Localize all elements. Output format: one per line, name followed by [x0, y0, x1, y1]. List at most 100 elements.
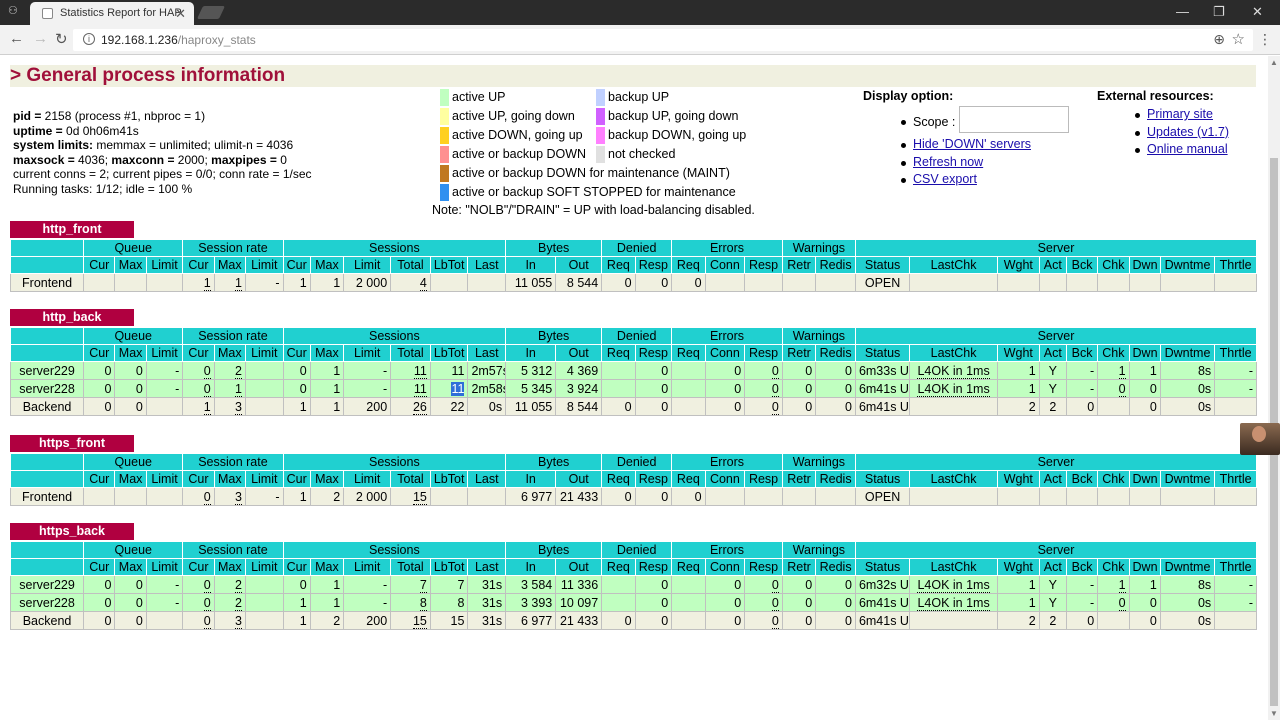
online-manual-link[interactable]: Online manual	[1147, 142, 1228, 157]
cell-value: -	[275, 489, 280, 504]
group-header: Session rate	[182, 327, 284, 345]
column-header: Cur	[182, 470, 215, 488]
cell-value: OPEN	[864, 489, 901, 504]
group-header: Bytes	[505, 453, 603, 471]
scroll-up-icon[interactable]: ▲	[1270, 58, 1278, 67]
cell-value: Y	[1048, 577, 1057, 592]
table-cell	[1097, 397, 1130, 416]
back-icon[interactable]: ←	[9, 30, 24, 47]
legend-label: active UP, going down	[452, 109, 575, 123]
proxy-title-http-back[interactable]: http_back	[10, 309, 134, 326]
minimize-icon[interactable]: —	[1176, 4, 1189, 19]
cell-value: 0	[104, 613, 112, 628]
forward-icon[interactable]: →	[33, 30, 48, 47]
cell-value: 0	[624, 275, 632, 290]
cell-value: 0	[661, 613, 669, 628]
column-header: Thrtle	[1214, 344, 1258, 362]
table-cell	[1214, 487, 1258, 506]
hide-down-servers-link[interactable]: Hide 'DOWN' servers	[913, 137, 1031, 151]
reload-icon[interactable]: ↻	[55, 31, 68, 48]
row-name[interactable]: Frontend	[9, 487, 85, 506]
table-cell: 1	[282, 593, 311, 612]
proxy-title-https-front[interactable]: https_front	[10, 435, 134, 452]
close-tab-icon[interactable]: ✕	[175, 6, 186, 21]
bookmark-star-icon[interactable]: ☆	[1231, 31, 1245, 48]
table-cell	[1097, 487, 1130, 506]
row-name[interactable]: server228	[9, 379, 85, 398]
table-cell: 0	[815, 575, 856, 594]
column-header: Max	[213, 256, 246, 274]
scope-input[interactable]	[959, 106, 1069, 133]
column-header: Limit	[343, 558, 392, 576]
table-cell: 6m33s UP	[854, 361, 911, 380]
cell-value: 0	[734, 363, 742, 378]
conns-info: current conns = 2; current pipes = 0/0; …	[13, 167, 312, 182]
table-cell: 0	[704, 611, 746, 630]
column-header: Total	[390, 344, 431, 362]
column-header: Act	[1038, 470, 1067, 488]
table-cell: 0	[1097, 379, 1130, 398]
legend-label: backup UP, going down	[608, 109, 739, 123]
table-row: Frontend 1 1 - 1 1 2 000 4 11 055 8 544 0 0 0 OPEN	[9, 273, 1258, 292]
cell-value: 0	[135, 381, 143, 396]
browser-tab[interactable]: Statistics Report for HAP ✕	[30, 2, 194, 25]
refresh-now-link[interactable]: Refresh now	[913, 154, 984, 169]
cell-value: 0	[203, 577, 211, 593]
window-menu-icon[interactable]: ⚇	[8, 5, 18, 17]
cell-value: 15	[450, 613, 465, 628]
column-header: Resp	[634, 470, 673, 488]
column-header: Resp	[634, 256, 673, 274]
legend-swatch	[596, 127, 605, 144]
group-header: Session rate	[182, 541, 284, 559]
close-window-icon[interactable]: ✕	[1252, 4, 1263, 19]
cell-value: 0s	[1197, 595, 1212, 610]
column-header: Bck	[1065, 344, 1099, 362]
scroll-down-icon[interactable]: ▼	[1270, 709, 1278, 718]
table-cell	[1214, 273, 1258, 292]
csv-export-link[interactable]: CSV export	[913, 172, 977, 187]
table-cell: 0	[704, 379, 746, 398]
vertical-scrollbar[interactable]: ▲ ▼	[1268, 56, 1280, 720]
zoom-icon[interactable]: ⊕	[1213, 31, 1225, 47]
row-name[interactable]: server228	[9, 593, 85, 612]
table-cell: 1	[309, 361, 345, 380]
cell-value: 0	[694, 489, 702, 504]
maximize-icon[interactable]: ❐	[1213, 4, 1225, 19]
row-name[interactable]: server229	[9, 575, 85, 594]
cell-value: 1	[1149, 577, 1157, 592]
cell-value: 11	[451, 363, 465, 378]
tasks-info: Running tasks: 1/12; idle = 100 %	[13, 181, 193, 196]
table-cell: 10 097	[555, 593, 603, 612]
column-header: LbTot	[429, 470, 469, 488]
url-input[interactable]: i 192.168.1.236/haproxy_stats ⊕ ☆	[73, 29, 1253, 51]
table-cell	[1038, 487, 1067, 506]
updates-link[interactable]: Updates (v1.7)	[1147, 124, 1229, 139]
group-header: Sessions	[282, 541, 507, 559]
column-header	[9, 558, 85, 576]
proxy-title-http-front[interactable]: http_front	[10, 221, 134, 238]
row-name[interactable]: server229	[9, 361, 85, 380]
table-cell: -	[1065, 361, 1099, 380]
row-name[interactable]: Frontend	[9, 273, 85, 292]
info-icon[interactable]: i	[83, 33, 95, 45]
table-cell	[671, 575, 706, 594]
column-header: Dwntme	[1159, 344, 1216, 362]
table-cell: 0	[114, 593, 147, 612]
cell-value: 2	[1028, 399, 1036, 414]
browser-menu-icon[interactable]: ⋮	[1258, 31, 1272, 47]
row-name[interactable]: Backend	[9, 397, 85, 416]
cell-value: 1	[333, 595, 341, 610]
table-cell: 5 345	[505, 379, 557, 398]
cell-value: Backend	[22, 613, 72, 628]
table-cell: 0	[1097, 593, 1130, 612]
table-cell	[671, 361, 706, 380]
new-tab-button[interactable]	[196, 6, 226, 19]
cell-value: 1	[299, 489, 307, 504]
cell-value: 0	[203, 489, 211, 505]
primary-site-link[interactable]: Primary site	[1147, 107, 1213, 121]
column-header: Limit	[244, 470, 284, 488]
row-name[interactable]: Backend	[9, 611, 85, 630]
column-header: Max	[114, 256, 147, 274]
table-cell: 0	[781, 361, 817, 380]
proxy-title-https-back[interactable]: https_back	[10, 523, 134, 540]
